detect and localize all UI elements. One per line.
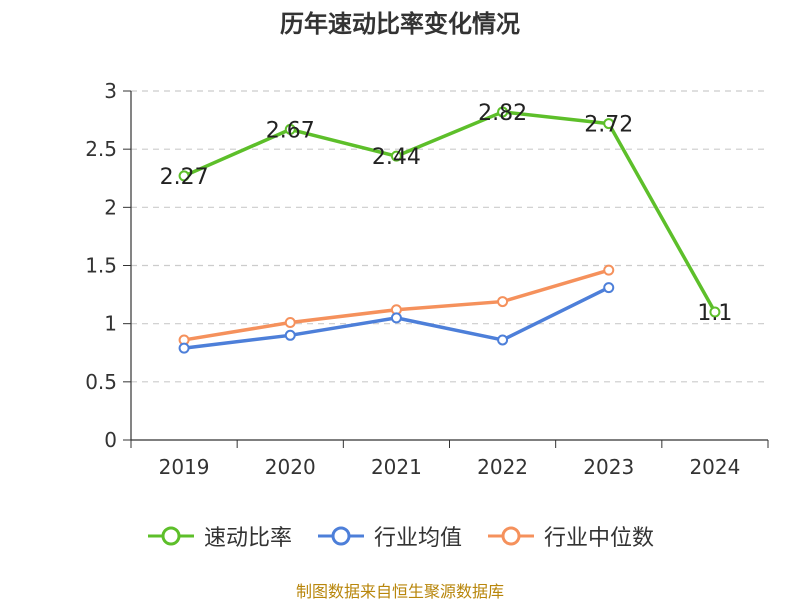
data-point-2	[284, 317, 296, 329]
y-tick-label: 0	[104, 428, 117, 452]
data-point-0	[603, 118, 615, 130]
chart-title: 历年速动比率变化情况	[280, 10, 520, 38]
x-tick-label: 2022	[477, 455, 528, 479]
data-label: 2.44	[372, 145, 421, 170]
legend-swatch-series-1	[317, 526, 364, 546]
x-tick-label: 2019	[159, 455, 210, 479]
y-tick-label: 2.5	[85, 137, 117, 161]
data-label: 2.82	[478, 101, 527, 126]
legend-swatch-series-0	[147, 526, 194, 546]
x-tick-label: 2023	[583, 455, 634, 479]
data-label: 2.27	[160, 165, 209, 190]
legend-item-series-1[interactable]: 行业均值	[316, 520, 462, 552]
x-tick-label: 2024	[689, 455, 740, 479]
data-label: 1.1	[697, 301, 732, 326]
data-point-1	[390, 312, 402, 324]
x-tick-label: 2021	[371, 455, 422, 479]
legend-label: 速动比率	[203, 526, 292, 551]
data-point-0	[284, 123, 296, 135]
data-point-1	[603, 282, 615, 294]
data-label: 2.72	[584, 113, 633, 138]
y-tick-label: 0.5	[85, 370, 117, 394]
legend-item-series-0[interactable]: 速动比率	[146, 520, 292, 552]
y-tick-label: 1.5	[85, 254, 117, 278]
data-point-2	[497, 296, 509, 308]
series-line-0	[183, 110, 717, 313]
x-tick-label: 2020	[265, 455, 316, 479]
data-point-0	[497, 106, 509, 118]
legend: 速动比率 行业均值 行业中位数	[0, 520, 800, 552]
data-point-1	[497, 334, 509, 346]
y-tick-label: 1	[104, 312, 117, 336]
data-point-2	[603, 264, 615, 276]
source-note: 制图数据来自恒生聚源数据库	[295, 582, 504, 601]
data-point-0	[178, 170, 190, 182]
y-tick-label: 3	[104, 79, 117, 103]
legend-swatch-series-2	[488, 526, 534, 546]
y-tick-label: 2	[104, 195, 117, 219]
legend-item-series-2[interactable]: 行业中位数	[486, 520, 654, 552]
legend-label: 行业均值	[373, 526, 462, 551]
data-point-1	[284, 329, 296, 341]
data-point-1	[178, 342, 190, 354]
data-point-0	[709, 306, 721, 318]
data-label: 2.67	[266, 118, 315, 143]
data-point-0	[390, 150, 402, 162]
legend-label: 行业中位数	[544, 526, 655, 551]
